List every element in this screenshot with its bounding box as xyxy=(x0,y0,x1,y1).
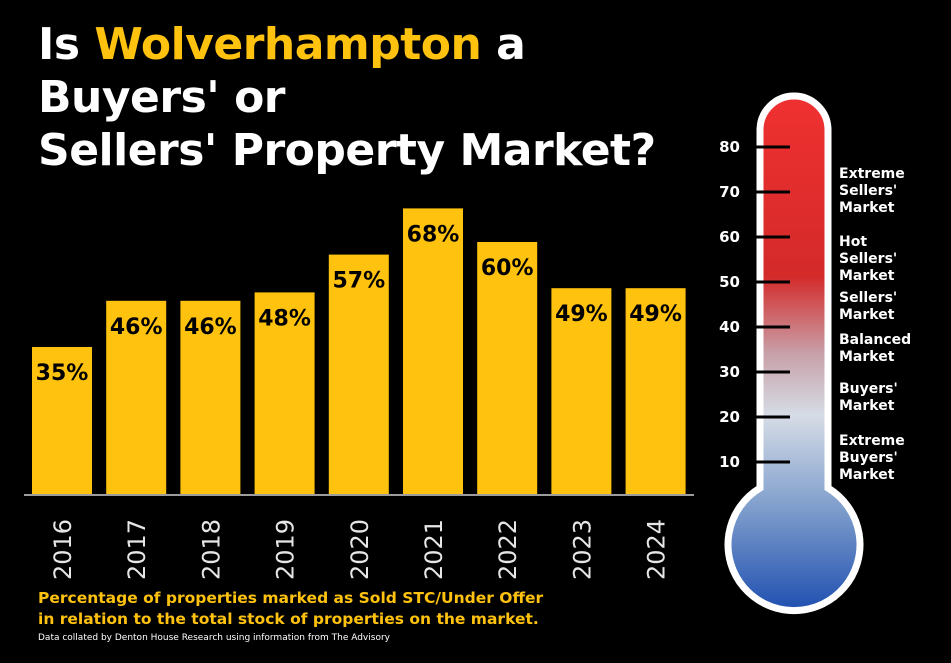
scale-label-70: 70 xyxy=(719,183,740,201)
x-tick-label-2018: 2018 xyxy=(197,519,225,580)
x-tick-label-2021: 2021 xyxy=(420,519,448,580)
x-tick-label-2016: 2016 xyxy=(49,519,77,580)
data-label-2021: 68% xyxy=(407,222,460,247)
market-label-line: Extreme xyxy=(839,433,905,449)
market-label-line: Extreme xyxy=(839,166,905,182)
caption: Percentage of properties marked as Sold … xyxy=(38,588,543,630)
bar-2023 xyxy=(551,288,612,494)
chart-title: Is Wolverhampton a Buyers' or Sellers' P… xyxy=(38,18,718,177)
bar-2019 xyxy=(254,292,315,494)
market-label-line: Market xyxy=(839,307,895,323)
market-label-4: Buyers' Market xyxy=(839,381,951,415)
market-label-line: Sellers' xyxy=(839,251,898,267)
title-line2: Sellers' Property Market? xyxy=(38,125,656,176)
bar-2020 xyxy=(328,254,389,494)
market-label-line: Market xyxy=(839,467,895,483)
market-label-line: Market xyxy=(839,200,895,216)
x-tick-label-2017: 2017 xyxy=(123,519,151,580)
bar-2021 xyxy=(403,208,463,494)
data-label-2016: 35% xyxy=(36,361,89,386)
title-text: Is xyxy=(38,19,95,70)
market-label-line: Buyers' xyxy=(839,450,898,466)
scale-label-80: 80 xyxy=(719,138,740,156)
x-tick-label-2019: 2019 xyxy=(272,519,300,580)
market-label-2: Sellers' Market xyxy=(839,290,951,324)
scale-label-10: 10 xyxy=(719,453,740,471)
data-label-2023: 49% xyxy=(555,302,608,327)
scale-label-40: 40 xyxy=(719,318,740,336)
market-label-3: Balanced Market xyxy=(839,332,951,366)
x-tick-label-2022: 2022 xyxy=(494,519,522,580)
bar-2018 xyxy=(180,300,241,494)
thermometer-body xyxy=(724,92,864,614)
data-label-2018: 46% xyxy=(184,315,237,340)
market-label-line: Market xyxy=(839,349,895,365)
market-label-line: Market xyxy=(839,268,895,284)
x-tick-label-2020: 2020 xyxy=(346,519,374,580)
data-label-2017: 46% xyxy=(110,315,163,340)
market-label-line: Hot xyxy=(839,234,868,250)
data-label-2024: 49% xyxy=(629,302,682,327)
market-label-line: Sellers' xyxy=(839,183,898,199)
market-label-1: Hot Sellers' Market xyxy=(839,234,951,285)
scale-label-30: 30 xyxy=(719,363,740,381)
market-label-line: Market xyxy=(839,398,895,414)
data-label-2020: 57% xyxy=(332,269,385,294)
data-label-2022: 60% xyxy=(481,256,534,281)
bar-2024 xyxy=(625,288,686,494)
title-text: a Buyers' or xyxy=(38,19,526,123)
market-label-line: Buyers' xyxy=(839,381,898,397)
caption-line1: Percentage of properties marked as Sold … xyxy=(38,589,544,607)
caption-line2: in relation to the total stock of proper… xyxy=(38,610,539,628)
market-label-line: Balanced xyxy=(839,332,912,348)
market-label-line: Sellers' xyxy=(839,290,898,306)
market-label-0: Extreme Sellers' Market xyxy=(839,166,951,217)
bar-2017 xyxy=(106,300,167,494)
scale-label-60: 60 xyxy=(719,228,740,246)
x-tick-label-2023: 2023 xyxy=(568,519,596,580)
market-label-5: Extreme Buyers' Market xyxy=(839,433,951,484)
scale-label-50: 50 xyxy=(719,273,740,291)
x-tick-label-2024: 2024 xyxy=(643,519,671,580)
bar-2016 xyxy=(32,347,92,494)
bar-2022 xyxy=(477,242,538,494)
data-label-2019: 48% xyxy=(258,306,311,331)
source-note: Data collated by Denton House Research u… xyxy=(38,633,390,643)
title-highlight: Wolverhampton xyxy=(94,19,482,70)
scale-label-20: 20 xyxy=(719,408,740,426)
